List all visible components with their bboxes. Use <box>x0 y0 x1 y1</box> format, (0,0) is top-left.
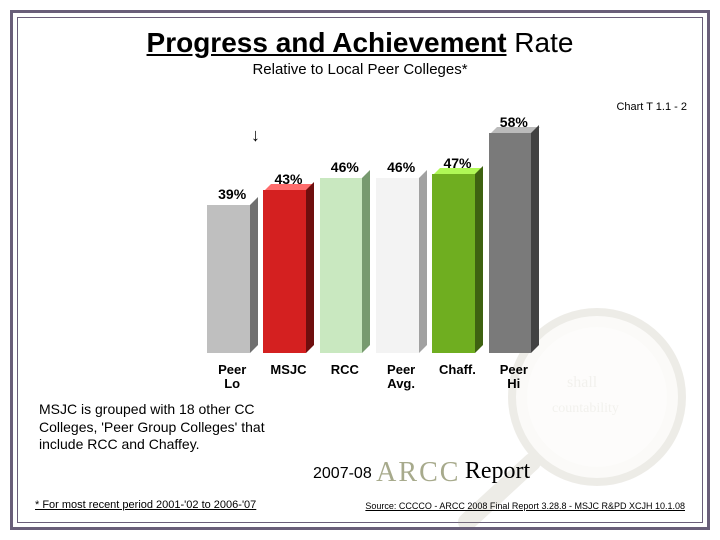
bar-body <box>263 190 313 353</box>
bar-container: 39%43%46%46%47%58% <box>203 123 543 353</box>
bar-body <box>432 174 482 353</box>
bar-chart: 39%43%46%46%47%58% PeerLoMSJCRCCPeerAvg.… <box>203 123 543 383</box>
report-line: 2007-08 ARCC Report <box>313 457 530 489</box>
bar-body <box>376 178 426 353</box>
x-label: PeerAvg. <box>376 363 426 392</box>
bar-body <box>320 178 370 353</box>
grouping-note: MSJC is grouped with 18 other CC College… <box>39 401 289 454</box>
year-label: 2007-08 <box>313 465 372 482</box>
x-label: PeerLo <box>207 363 257 392</box>
bar-chaff-: 47% <box>432 155 482 353</box>
bar-msjc: 43% <box>263 171 313 353</box>
x-label: PeerHi <box>489 363 539 392</box>
bar-peer-avg-: 46% <box>376 159 426 353</box>
x-axis-labels: PeerLoMSJCRCCPeerAvg.Chaff.PeerHi <box>203 363 543 392</box>
x-label: Chaff. <box>432 363 482 392</box>
footnote: * For most recent period 2001-'02 to 200… <box>35 499 256 511</box>
bar-peer-hi: 58% <box>489 114 539 353</box>
arcc-logo-text: ARCC <box>376 457 460 488</box>
x-label: MSJC <box>263 363 313 392</box>
x-label: RCC <box>320 363 370 392</box>
slide-frame: shall countability Progress and Achievem… <box>10 10 710 530</box>
chart-number: Chart T 1.1 - 2 <box>616 101 687 113</box>
bar-body <box>207 205 257 353</box>
source-citation: Source: CCCCO - ARCC 2008 Final Report 3… <box>365 501 685 511</box>
report-label: Report <box>465 458 530 484</box>
bar-body <box>489 133 539 353</box>
bar-peer-lo: 39% <box>207 186 257 353</box>
bar-rcc: 46% <box>320 159 370 353</box>
